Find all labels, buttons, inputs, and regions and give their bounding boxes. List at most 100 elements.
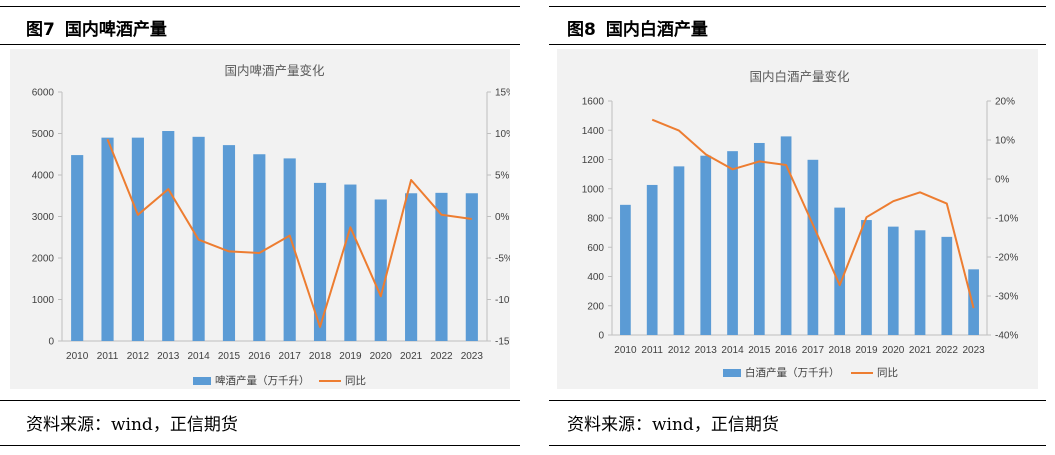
right-tick-label: 0%: [495, 212, 510, 223]
right-tick-label: -30%: [995, 292, 1018, 303]
bar-2016: [780, 136, 792, 335]
right-tick-label: -10%: [495, 295, 510, 306]
bar-2013: [700, 155, 712, 335]
x-tick-label: 2010: [66, 351, 89, 362]
figure-heading: 国内啤酒产量: [64, 20, 167, 40]
right-tick-label: -40%: [995, 331, 1018, 342]
bar-2019: [861, 220, 872, 335]
bar-2021: [914, 230, 926, 335]
x-tick-label: 2021: [400, 351, 423, 362]
figure-7-panel: 图7 国内啤酒产量 国内啤酒产量变化 0 1000 2000 3000 4000 5000 60…: [0, 0, 520, 455]
x-tick-label: 2020: [370, 351, 393, 362]
x-tick-label: 2019: [855, 345, 878, 356]
x-tick-label: 2018: [829, 345, 852, 356]
source-rule-top: [0, 400, 520, 401]
right-tick-label: -20%: [995, 253, 1018, 264]
bar-2010: [620, 204, 631, 335]
x-tick-label: 2015: [218, 351, 241, 362]
bottom-rule: [0, 445, 520, 446]
legend-line-label: 同比: [877, 366, 898, 379]
left-tick-label: 1600: [582, 97, 605, 108]
x-tick-label: 2014: [721, 345, 744, 356]
legend-bar-label: 白酒产量（万千升）: [745, 366, 840, 379]
source-note: 资料来源：wind，正信期货: [26, 415, 238, 435]
source-rule-top: [549, 400, 1046, 401]
bar-2023: [465, 193, 478, 341]
right-tick-label: 10%: [495, 129, 510, 140]
bar-2011: [101, 137, 114, 341]
x-tick-label: 2017: [279, 351, 302, 362]
beer-chart-area: 国内啤酒产量变化 0 1000 2000 3000 4000 5000 6000 -15% -10…: [10, 49, 510, 389]
right-tick-label: 10%: [995, 136, 1015, 147]
legend-bar-label: 啤酒产量（万千升）: [215, 374, 310, 387]
bar-2015: [222, 145, 236, 341]
bottom-rule: [549, 445, 1046, 446]
x-tick-label: 2017: [802, 345, 825, 356]
left-tick-label: 3000: [32, 212, 55, 223]
right-tick-label: 5%: [495, 171, 510, 182]
baijiu-production-chart: 国内白酒产量变化 0 200 400 600 800 1000 1200 1400 1600 -40…: [582, 69, 1019, 379]
legend-bar-swatch: [723, 369, 741, 377]
chart-title: 国内啤酒产量变化: [224, 63, 325, 78]
x-tick-label: 2010: [614, 345, 637, 356]
x-tick-label: 2013: [157, 351, 180, 362]
x-tick-label: 2023: [461, 351, 484, 362]
left-tick-label: 1200: [582, 155, 605, 166]
figure-title: 图7 国内啤酒产量: [26, 15, 167, 40]
left-tick-label: 1000: [582, 184, 605, 195]
bar-2022: [435, 192, 448, 341]
top-rule: [0, 6, 520, 7]
figure-number: 图7: [26, 20, 55, 40]
bar-2023: [968, 269, 979, 335]
x-tick-label: 2012: [127, 351, 150, 362]
left-tick-label: 400: [587, 272, 604, 283]
x-tick-label: 2015: [748, 345, 771, 356]
bar-2012: [673, 166, 685, 335]
x-tick-label: 2018: [309, 351, 332, 362]
left-tick-label: 5000: [32, 129, 55, 140]
x-tick-label: 2022: [430, 351, 453, 362]
beer-production-chart: 国内啤酒产量变化 0 1000 2000 3000 4000 5000 6000 -15% -10…: [32, 63, 510, 387]
x-tick-label: 2013: [695, 345, 718, 356]
bar-2022: [941, 236, 953, 335]
bar-2019: [344, 184, 357, 341]
left-tick-label: 6000: [32, 88, 55, 99]
bar-2018: [834, 207, 846, 335]
left-tick-label: 0: [598, 331, 604, 342]
right-tick-label: 0%: [995, 175, 1010, 186]
bar-2011: [646, 184, 658, 335]
x-tick-label: 2019: [339, 351, 362, 362]
top-rule: [549, 6, 1046, 7]
source-note: 资料来源：wind，正信期货: [567, 415, 779, 435]
left-tick-label: 0: [48, 337, 54, 348]
legend-bar-swatch: [193, 377, 211, 385]
x-tick-label: 2020: [882, 345, 905, 356]
left-tick-label: 1000: [32, 295, 55, 306]
figure-heading: 国内白酒产量: [605, 20, 708, 40]
baijiu-chart-area: 国内白酒产量变化 0 200 400 600 800 1000 1200 1400 1600 -40…: [557, 49, 1038, 389]
bar-2015: [753, 142, 765, 335]
bar-2021: [405, 193, 418, 341]
bar-2017: [283, 158, 296, 341]
right-tick-label: 20%: [995, 97, 1015, 108]
x-tick-label: 2014: [187, 351, 210, 362]
legend-line-label: 同比: [345, 374, 366, 387]
x-tick-label: 2021: [909, 345, 932, 356]
left-tick-label: 600: [587, 243, 604, 254]
bar-2017: [807, 159, 819, 335]
figure-8-panel: 图8 国内白酒产量 国内白酒产量变化 0 200 400 600 800 1000 1200 14…: [549, 0, 1046, 455]
left-tick-label: 1400: [582, 126, 605, 137]
bar-2016: [253, 154, 266, 341]
bar-2012: [131, 137, 144, 341]
x-tick-label: 2012: [668, 345, 691, 356]
left-tick-label: 800: [587, 214, 604, 225]
bar-2018: [313, 182, 327, 341]
figure-title: 图8 国内白酒产量: [567, 15, 708, 40]
bar-2020: [887, 226, 899, 335]
x-tick-label: 2023: [962, 345, 985, 356]
right-tick-label: -10%: [995, 214, 1018, 225]
bar-2010: [71, 155, 84, 341]
figure-number: 图8: [567, 20, 596, 40]
x-tick-label: 2011: [641, 345, 663, 356]
right-tick-label: -5%: [495, 254, 510, 265]
